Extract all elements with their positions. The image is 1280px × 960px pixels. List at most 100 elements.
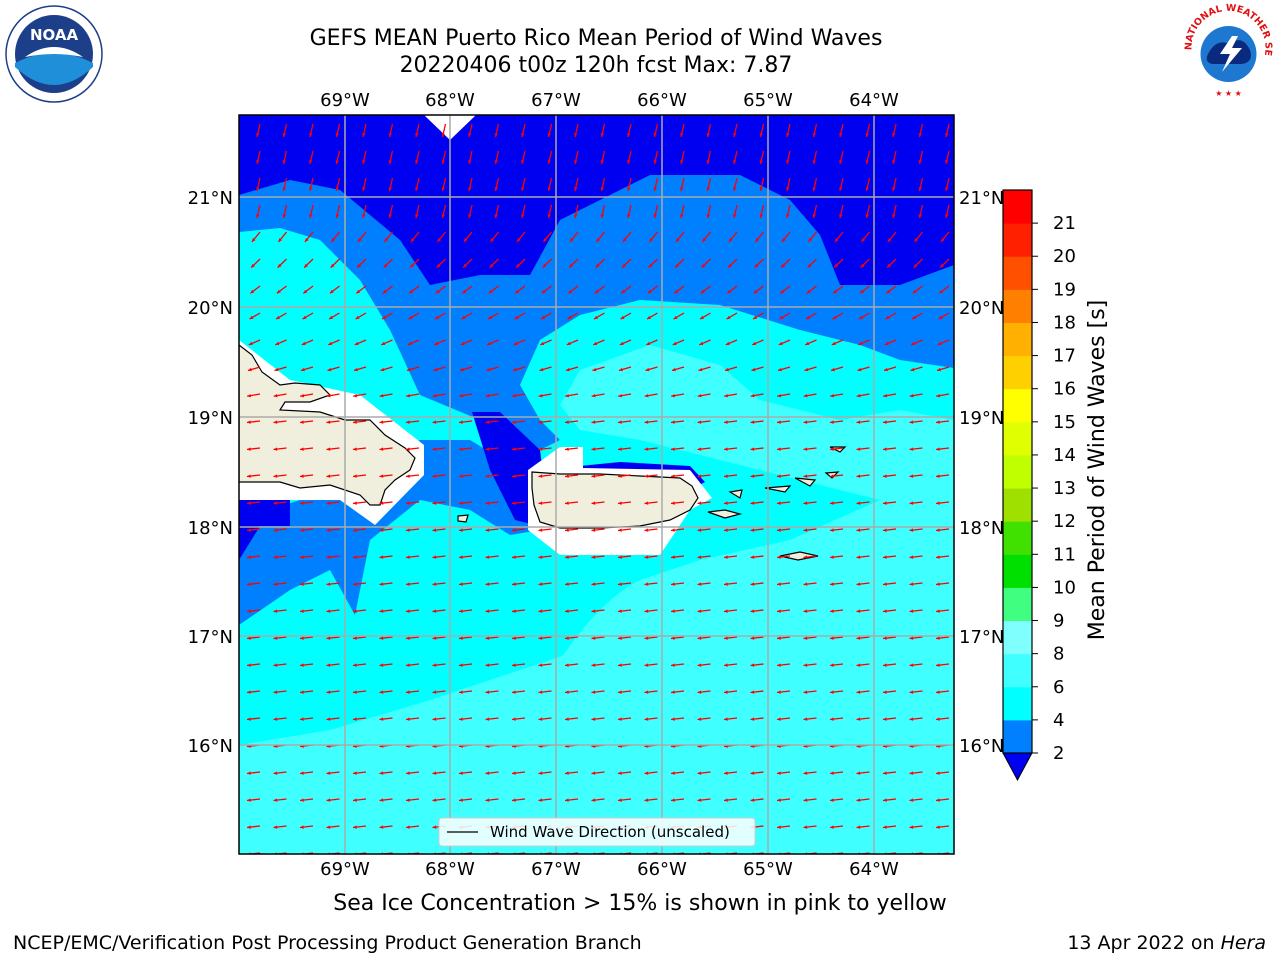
land-stcroix	[779, 551, 819, 561]
land-hispaniola	[239, 344, 416, 506]
lon-label-bottom: 65°W	[743, 859, 793, 880]
colorbar-tick-label: 19	[1053, 279, 1076, 300]
lon-label-bottom: 64°W	[849, 859, 899, 880]
lon-labels-bottom: 69°W 68°W 67°W 66°W 65°W 64°W	[320, 859, 899, 880]
band-2-4-north	[239, 115, 954, 285]
colorbar-tick-label: 14	[1053, 445, 1076, 466]
band-4-6-north	[239, 115, 954, 460]
band-4-6-west	[239, 440, 540, 625]
nws-logo: NATIONAL WEATHER SERVICE ★ ★ ★	[1180, 2, 1274, 98]
lon-label-top: 64°W	[849, 90, 899, 111]
lon-label-top: 66°W	[637, 90, 687, 111]
colorbar-swatch	[1003, 289, 1032, 323]
band-6-8	[239, 115, 954, 854]
colorbar-tick-label: 11	[1053, 544, 1076, 565]
colorbar-tick-label: 16	[1053, 379, 1076, 400]
map-gridlines	[239, 115, 954, 854]
nodata-hispaniola	[239, 340, 424, 525]
footer-host: Hera	[1220, 932, 1266, 954]
lon-label-top: 65°W	[743, 90, 793, 111]
band-8-9-north	[560, 345, 954, 500]
legend-label: Wind Wave Direction (unscaled)	[490, 823, 730, 841]
map-field	[239, 115, 954, 854]
colorbar-tick-label: 13	[1053, 478, 1076, 499]
noaa-logo: NOAA	[5, 5, 103, 103]
colorbar-tick-label: 15	[1053, 412, 1076, 433]
footer-date: 13 Apr 2022 on Hera	[1067, 932, 1266, 954]
lon-label-top: 69°W	[320, 90, 370, 111]
colorbar-swatch	[1003, 587, 1032, 622]
footer-date-text: 13 Apr 2022 on	[1067, 932, 1221, 954]
colorbar-tick-label: 12	[1053, 511, 1076, 532]
colorbar-swatch	[1003, 322, 1032, 357]
colorbar-tick-label: 21	[1053, 213, 1076, 234]
land-islet-f	[824, 471, 840, 479]
lat-label-right: 16°N	[959, 736, 1004, 757]
band-2-4-west	[239, 500, 290, 560]
lat-label-right: 21°N	[959, 188, 1004, 209]
colorbar-swatch	[1003, 554, 1032, 588]
colorbar-swatch	[1003, 421, 1032, 456]
colorbar-swatch	[1003, 454, 1032, 489]
lat-label-right: 17°N	[959, 627, 1004, 648]
lat-labels-left: 21°N 20°N 19°N 18°N 17°N 16°N	[188, 188, 233, 757]
lon-label-top: 67°W	[531, 90, 581, 111]
lat-label-left: 19°N	[188, 408, 233, 429]
colorbar-swatch	[1003, 620, 1032, 655]
land-islet-c	[794, 477, 817, 487]
lon-label-bottom: 69°W	[320, 859, 370, 880]
land-vieques	[707, 509, 743, 519]
lat-label-left: 17°N	[188, 627, 233, 648]
colorbar-tick-label: 6	[1053, 677, 1064, 698]
colorbar-tick-label: 2	[1053, 743, 1064, 764]
chart-title: GEFS MEAN Puerto Rico Mean Period of Win…	[309, 26, 883, 51]
lat-label-left: 21°N	[188, 188, 233, 209]
land-puerto-rico	[531, 471, 699, 529]
lat-label-right: 20°N	[959, 298, 1004, 319]
nodata-top	[424, 115, 476, 140]
footer-branch: NCEP/EMC/Verification Post Processing Pr…	[13, 932, 642, 954]
land-islet-a	[728, 489, 743, 499]
noaa-logo-text: NOAA	[30, 26, 79, 44]
band-2-4-mona	[472, 412, 545, 525]
lat-label-left: 18°N	[188, 518, 233, 539]
wind-wave-direction-vectors	[246, 123, 950, 854]
lat-label-right: 18°N	[959, 518, 1004, 539]
lon-label-bottom: 66°W	[637, 859, 687, 880]
map-frame	[238, 114, 955, 855]
lon-label-bottom: 68°W	[425, 859, 475, 880]
colorbar-swatch	[1003, 388, 1032, 423]
colorbar-swatch	[1003, 488, 1032, 522]
nodata-pr	[528, 447, 712, 555]
chart-subtitle: 20220406 t00z 120h fcst Max: 7.87	[399, 53, 793, 78]
lat-label-left: 16°N	[188, 736, 233, 757]
colorbar-tick-label: 17	[1053, 346, 1076, 367]
colorbar-tick-label: 18	[1053, 312, 1076, 333]
colorbar-swatch	[1003, 355, 1032, 390]
colorbar-frame	[1002, 189, 1033, 754]
colorbar-swatch	[1003, 223, 1032, 257]
colorbar-tick-label: 4	[1053, 710, 1064, 731]
colorbar-swatch	[1003, 719, 1032, 754]
colorbar-label: Mean Period of Wind Waves [s]	[1085, 300, 1110, 640]
land-islet-e	[829, 446, 847, 453]
band-8-9-southeast	[560, 470, 954, 720]
lat-label-left: 20°N	[188, 298, 233, 319]
colorbar-swatch	[1003, 521, 1032, 555]
land-islet-d	[457, 514, 469, 523]
band-2-4-prnorth	[560, 462, 705, 490]
lon-label-bottom: 67°W	[531, 859, 581, 880]
colorbar-swatch	[1003, 653, 1032, 688]
svg-text:★ ★ ★: ★ ★ ★	[1215, 89, 1242, 98]
land-islet-b	[764, 485, 792, 493]
lat-label-right: 19°N	[959, 408, 1004, 429]
vector-legend: Wind Wave Direction (unscaled)	[438, 817, 756, 847]
colorbar-tick-label: 9	[1053, 611, 1064, 632]
colorbar-tick-label: 8	[1053, 644, 1064, 665]
band-8-9-south	[239, 640, 954, 854]
lon-label-top: 68°W	[425, 90, 475, 111]
lon-labels-top: 69°W 68°W 67°W 66°W 65°W 64°W	[320, 90, 899, 111]
colorbar-swatch	[1003, 256, 1032, 290]
colorbar-extend-arrow	[1002, 752, 1033, 782]
